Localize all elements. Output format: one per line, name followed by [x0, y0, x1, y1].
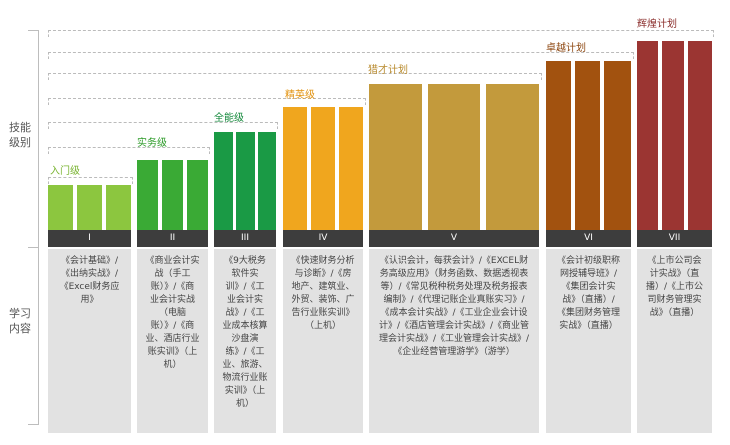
level-name-5: 猎才计划 — [368, 65, 408, 76]
bar-level-6 — [575, 61, 600, 230]
level-name-1: 入门级 — [50, 166, 80, 177]
level-numeral-3: III — [214, 230, 276, 247]
bar-level-4 — [311, 107, 335, 230]
content-box-level-7: 《上市公司会 计实战》（直 播）/《上市公 司财务管理实 战》（直播） — [637, 249, 712, 433]
level-name-4: 精英级 — [285, 90, 315, 101]
bar-level-5 — [486, 84, 539, 230]
bar-level-4 — [283, 107, 307, 230]
level-numeral-1: I — [48, 230, 131, 247]
left-axis-line — [38, 30, 39, 425]
bar-level-7 — [688, 41, 712, 230]
bar-level-2 — [187, 160, 208, 230]
level-name-6: 卓越计划 — [546, 43, 586, 54]
bar-level-4 — [339, 107, 363, 230]
bar-level-1 — [106, 185, 131, 230]
bar-level-7 — [662, 41, 684, 230]
bar-level-1 — [77, 185, 102, 230]
bracket-level-1 — [48, 177, 133, 184]
content-text-level-2: 《商业会计实 战（手工 账）》/《商 业会计实战 （电脑 账）》/《商 业、酒店… — [145, 256, 200, 370]
bar-level-3 — [214, 132, 233, 230]
axis-tick-middle — [28, 247, 38, 248]
axis-tick-top — [28, 30, 38, 31]
bar-level-5 — [428, 84, 480, 230]
content-text-level-7: 《上市公司会 计实战》（直 播）/《上市公 司财务管理实 战》（直播） — [645, 256, 704, 318]
content-box-level-3: 《9大税务 软件实 训》/《工 业会计实 战》/《工 业成本核算 沙盘演 练》/… — [214, 249, 276, 433]
bracket-level-2 — [48, 147, 210, 154]
bar-level-2 — [137, 160, 158, 230]
content-box-level-2: 《商业会计实 战（手工 账）》/《商 业会计实战 （电脑 账）》/《商 业、酒店… — [137, 249, 208, 433]
level-numeral-6: VI — [546, 230, 631, 247]
level-name-3: 全能级 — [214, 113, 244, 124]
bar-level-7 — [637, 41, 658, 230]
bar-level-3 — [258, 132, 276, 230]
bar-level-1 — [48, 185, 73, 230]
content-text-level-3: 《9大税务 软件实 训》/《工 业会计实 战》/《工 业成本核算 沙盘演 练》/… — [222, 256, 268, 409]
content-box-level-5: 《认识会计，每获会计》/《EXCEL财 务高级应用》（财务函数、数据透视表 等）… — [369, 249, 539, 433]
content-text-level-5: 《认识会计，每获会计》/《EXCEL财 务高级应用》（财务函数、数据透视表 等）… — [378, 256, 530, 357]
axis-tick-bottom — [28, 424, 38, 425]
level-name-7: 辉煌计划 — [637, 19, 677, 30]
bar-level-5 — [369, 84, 422, 230]
study-content-label: 学习 内容 — [9, 307, 31, 335]
level-numeral-5: V — [369, 230, 539, 247]
content-text-level-1: 《会计基础》/ 《出纳实战》/ 《Excel财务应 用》 — [59, 256, 120, 305]
content-box-level-1: 《会计基础》/ 《出纳实战》/ 《Excel财务应 用》 — [48, 249, 131, 433]
bracket-level-3 — [48, 122, 278, 129]
skill-level-label: 技能 级别 — [9, 121, 31, 149]
level-name-2: 实务级 — [137, 138, 167, 149]
level-numeral-2: II — [137, 230, 208, 247]
content-box-level-4: 《快速财务分析 与诊断》/《房 地产、建筑业、 外贸、装饰、广 告行业账实训》 … — [283, 249, 363, 433]
bracket-level-6 — [48, 52, 634, 59]
bar-level-2 — [162, 160, 183, 230]
bar-level-6 — [604, 61, 631, 230]
content-text-level-4: 《快速财务分析 与诊断》/《房 地产、建筑业、 外贸、装饰、广 告行业账实训》 … — [291, 256, 355, 331]
bar-level-6 — [546, 61, 571, 230]
level-numeral-7: VII — [637, 230, 712, 247]
level-numeral-4: IV — [283, 230, 363, 247]
bracket-level-4 — [48, 98, 366, 105]
bar-level-3 — [236, 132, 255, 230]
bracket-level-7 — [48, 30, 714, 37]
content-box-level-6: 《会计初级职称 网授辅导班》/ 《集团会计实 战》（直播）/ 《集团财务管理 实… — [546, 249, 631, 433]
content-text-level-6: 《会计初级职称 网授辅导班》/ 《集团会计实 战》（直播）/ 《集团财务管理 实… — [556, 256, 620, 331]
bracket-level-5 — [48, 73, 542, 80]
